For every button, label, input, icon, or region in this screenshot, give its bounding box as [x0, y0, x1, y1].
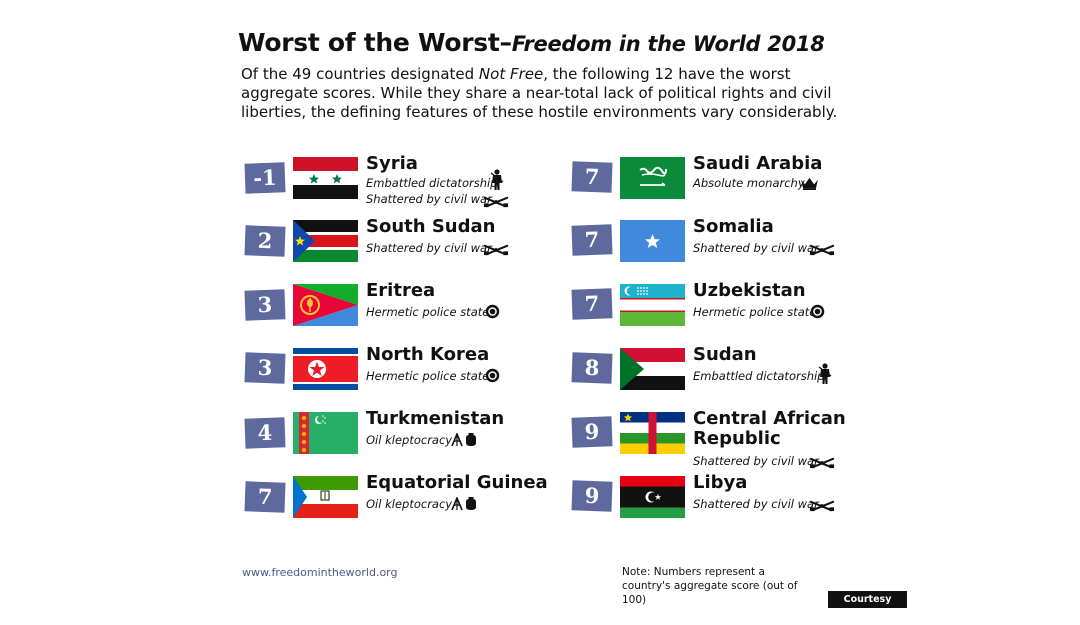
- soldier-icon: [818, 363, 832, 385]
- photo-credit: Courtesy Photo: [828, 591, 907, 622]
- score-badge: 7: [571, 224, 613, 256]
- uzbekistan-flag-icon: [620, 284, 685, 326]
- score-badge: 7: [571, 161, 613, 193]
- country-name: Syria: [366, 153, 418, 174]
- country-desc: Oil kleptocracy: [366, 497, 453, 511]
- crown-icon: [800, 177, 819, 190]
- country-desc: Hermetic police state: [693, 305, 817, 319]
- crossed-rifles-icon: [809, 499, 835, 512]
- country-desc: Embattled dictatorship: [366, 176, 498, 190]
- score-badge: 3: [244, 289, 286, 321]
- country-desc: Shattered by civil war: [366, 192, 492, 206]
- country-name: Eritrea: [366, 280, 436, 301]
- country-name: Turkmenistan: [366, 408, 505, 429]
- score-badge: 7: [244, 481, 286, 513]
- country-desc: Shattered by civil war: [693, 454, 819, 468]
- score-badge: 3: [244, 352, 286, 384]
- turkmenistan-flag-icon: [293, 412, 358, 454]
- country-desc: Hermetic police state: [366, 369, 490, 383]
- crossed-rifles-icon: [483, 243, 509, 256]
- country-name: North Korea: [366, 344, 490, 365]
- country-name: Somalia: [693, 216, 774, 237]
- score-badge: 9: [571, 416, 613, 448]
- soldier-icon: [490, 169, 504, 191]
- footer-note: Note: Numbers represent a country's aggr…: [622, 566, 798, 606]
- sudan-flag-icon: [620, 348, 685, 390]
- south-sudan-flag-icon: [293, 220, 358, 262]
- page-title: Worst of the Worst–Freedom in the World …: [238, 28, 825, 57]
- crossed-rifles-icon: [809, 243, 835, 256]
- equatorial-guinea-flag-icon: [293, 476, 358, 518]
- north-korea-flag-icon: [293, 348, 358, 390]
- intro-emphasis: Not Free: [478, 65, 544, 83]
- score-badge: 4: [244, 417, 286, 449]
- country-desc: Oil kleptocracy: [366, 433, 453, 447]
- crossed-rifles-icon: [809, 456, 835, 469]
- oil-derrick-money-icon: [451, 497, 479, 511]
- somalia-flag-icon: [620, 220, 685, 262]
- intro-part-2: , the following 12 have the worst aggreg…: [241, 65, 838, 121]
- libya-flag-icon: [620, 476, 685, 518]
- oil-derrick-money-icon: [451, 433, 479, 447]
- country-desc: Embattled dictatorship: [693, 369, 825, 383]
- title-main: Worst of the Worst: [238, 28, 500, 57]
- country-name: Sudan: [693, 344, 757, 365]
- country-desc: Shattered by civil war: [693, 241, 819, 255]
- country-desc: Hermetic police state: [366, 305, 490, 319]
- country-desc: Shattered by civil war: [693, 497, 819, 511]
- surveillance-eye-icon: [485, 368, 500, 383]
- score-badge: 7: [571, 288, 613, 320]
- score-badge: 9: [571, 480, 613, 512]
- country-name: Equatorial Guinea: [366, 472, 548, 493]
- country-name-line-1: Central African: [693, 408, 846, 429]
- intro-part-1: Of the 49 countries designated: [241, 65, 479, 83]
- intro-paragraph: Of the 49 countries designated Not Free,…: [241, 65, 841, 122]
- score-badge: 2: [244, 225, 286, 257]
- country-desc: Absolute monarchy: [693, 176, 805, 190]
- score-badge: -1: [244, 162, 286, 194]
- central-african-republic-flag-icon: [620, 412, 685, 454]
- country-name-line-2: Republic: [693, 428, 781, 449]
- crossed-rifles-icon: [483, 195, 509, 208]
- syria-flag-icon: [293, 157, 358, 199]
- saudi-arabia-flag-icon: [620, 157, 685, 199]
- score-badge: 8: [571, 352, 613, 384]
- eritrea-flag-icon: [293, 284, 358, 326]
- footer-url[interactable]: www.freedomintheworld.org: [242, 566, 398, 579]
- title-dash: –: [499, 28, 513, 57]
- country-desc: Shattered by civil war: [366, 241, 492, 255]
- country-name: South Sudan: [366, 216, 496, 237]
- country-name: Saudi Arabia: [693, 153, 823, 174]
- surveillance-eye-icon: [810, 304, 825, 319]
- title-subtitle: Freedom in the World 2018: [511, 32, 825, 56]
- country-name: Libya: [693, 472, 748, 493]
- surveillance-eye-icon: [485, 304, 500, 319]
- country-name: Uzbekistan: [693, 280, 806, 301]
